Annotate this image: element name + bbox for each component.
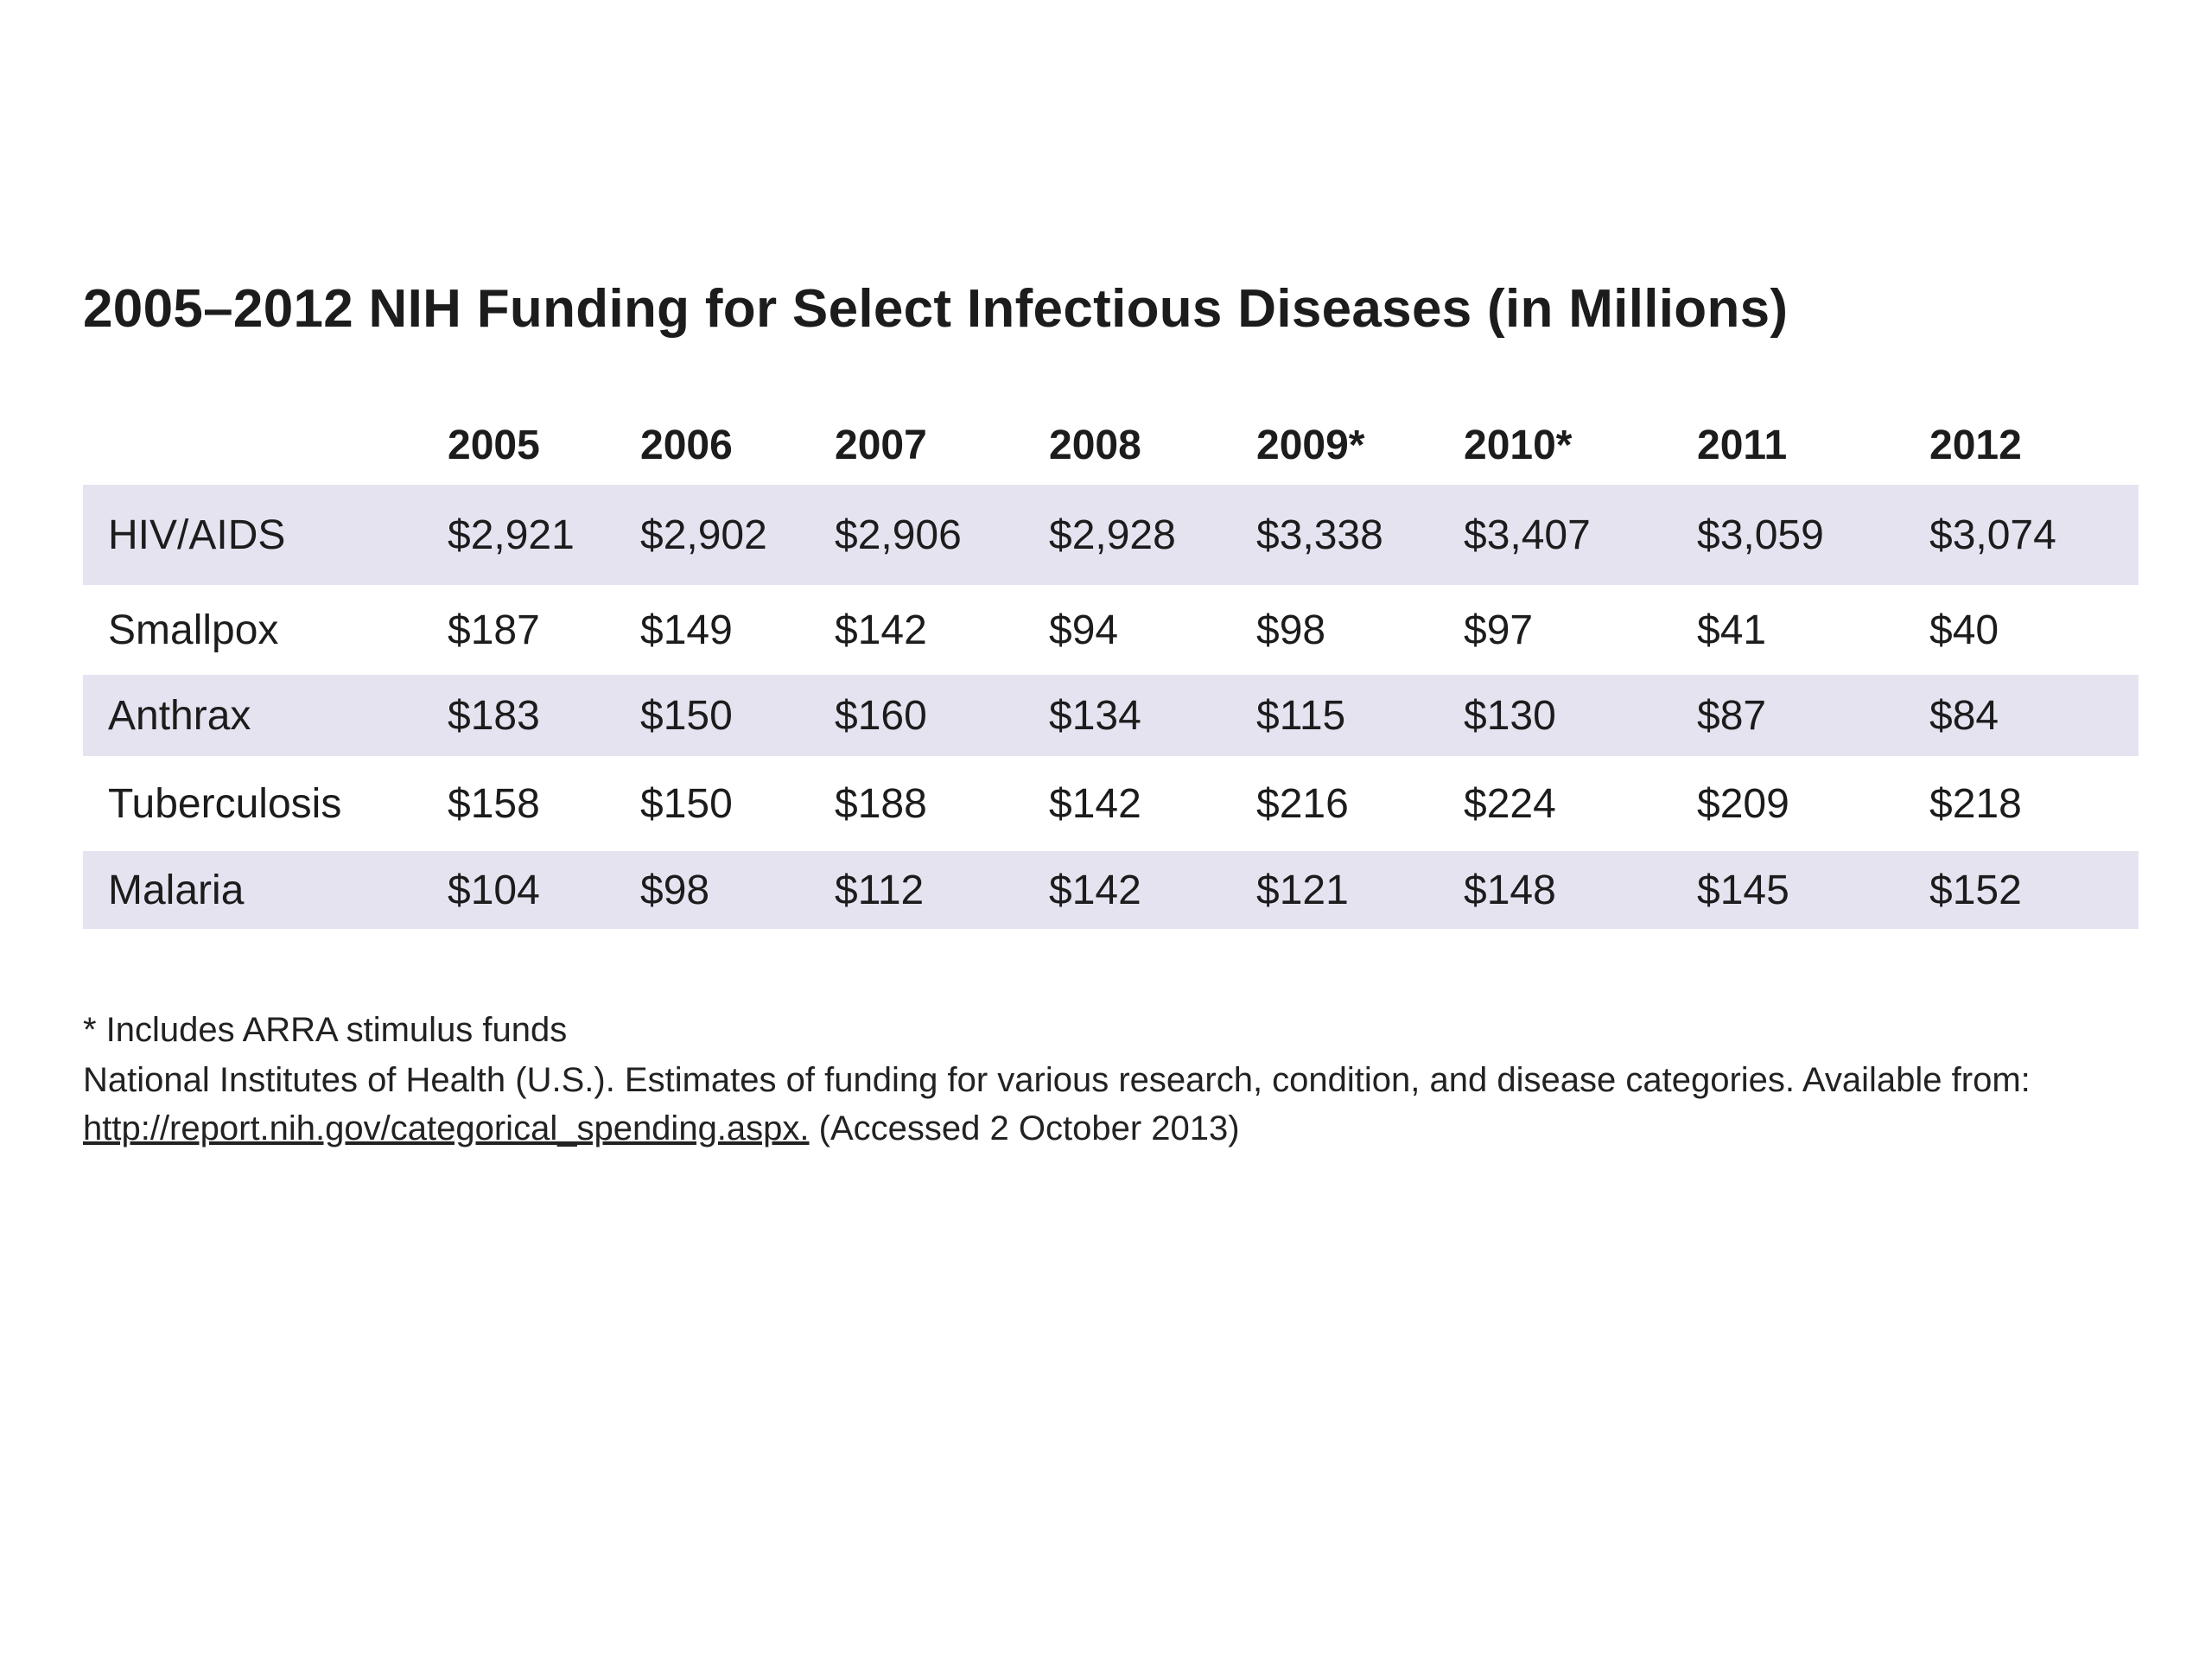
table-cell: $142 [1049, 780, 1141, 827]
source-accessed: (Accessed 2 October 2013) [818, 1109, 1240, 1147]
table-cell: $142 [1049, 851, 1256, 929]
source-text: National Institutes of Health (U.S.). Es… [83, 1061, 2031, 1099]
table-cell: $98 [1256, 607, 1326, 653]
table-cell: $209 [1697, 780, 1789, 827]
table-cell: $2,906 [835, 485, 1049, 585]
table-row: Smallpox $187 $149 $142 $94 $98 $97 $41 … [83, 585, 2139, 675]
row-label: HIV/AIDS [83, 485, 448, 585]
table-cell: $216 [1256, 780, 1349, 827]
table-cell: $130 [1464, 675, 1697, 756]
table-cell: $84 [1929, 675, 2139, 756]
table-cell: $2,928 [1049, 485, 1256, 585]
table-cell: $187 [448, 607, 540, 653]
row-label: Anthrax [83, 675, 448, 756]
table-cell: $121 [1256, 851, 1464, 929]
table-row: Anthrax $183 $150 $160 $134 $115 $130 $8… [83, 675, 2139, 756]
table-cell: $2,921 [448, 485, 640, 585]
table-cell: $94 [1049, 607, 1119, 653]
table-header: 2005 2006 2007 2008 2009* 2010* 2011 201… [83, 410, 2139, 485]
table-cell: $97 [1464, 607, 1534, 653]
table-cell: $3,074 [1929, 485, 2139, 585]
table-row: Malaria $104 $98 $112 $142 $121 $148 $14… [83, 851, 2139, 929]
row-label: Smallpox [108, 607, 279, 653]
table-cell: $145 [1697, 851, 1929, 929]
table-cell: $152 [1929, 851, 2139, 929]
source-citation: National Institutes of Health (U.S.). Es… [83, 1056, 2157, 1153]
table-cell: $3,407 [1464, 485, 1697, 585]
table-cell: $218 [1929, 780, 2022, 827]
table-cell: $150 [640, 780, 733, 827]
column-header: 2010* [1464, 422, 1573, 468]
table-cell: $160 [835, 675, 1049, 756]
table-cell: $148 [1464, 851, 1697, 929]
table-body: HIV/AIDS $2,921 $2,902 $2,906 $2,928 $3,… [83, 485, 2139, 929]
table-cell: $224 [1464, 780, 1556, 827]
funding-table: 2005 2006 2007 2008 2009* 2010* 2011 201… [83, 410, 2139, 929]
table-cell: $112 [835, 851, 1049, 929]
table-title: 2005–2012 NIH Funding for Select Infecti… [83, 279, 1789, 339]
footnote: * Includes ARRA stimulus funds [83, 1011, 568, 1049]
table-cell: $2,902 [640, 485, 835, 585]
header-corner [83, 410, 448, 485]
column-header: 2009* [1256, 422, 1365, 468]
table-row: Tuberculosis $158 $150 $188 $142 $216 $2… [83, 756, 2139, 851]
table-cell: $115 [1256, 675, 1464, 756]
column-header: 2011 [1697, 422, 1788, 468]
source-link[interactable]: http://report.nih.gov/categorical_spendi… [83, 1109, 810, 1147]
header-row: 2005 2006 2007 2008 2009* 2010* 2011 201… [83, 410, 2139, 485]
row-label: Malaria [83, 851, 448, 929]
table-cell: $183 [448, 675, 640, 756]
table-cell: $142 [835, 607, 927, 653]
table-cell: $104 [448, 851, 640, 929]
table-cell: $149 [640, 607, 733, 653]
column-header: 2006 [640, 422, 733, 468]
table-cell: $41 [1697, 607, 1767, 653]
column-header: 2005 [448, 422, 540, 468]
table-cell: $87 [1697, 675, 1929, 756]
table-cell: $40 [1929, 607, 1999, 653]
table-cell: $3,338 [1256, 485, 1464, 585]
table-row: HIV/AIDS $2,921 $2,902 $2,906 $2,928 $3,… [83, 485, 2139, 585]
column-header: 2012 [1929, 422, 2022, 468]
table-cell: $134 [1049, 675, 1256, 756]
table-cell: $188 [835, 780, 927, 827]
table-cell: $150 [640, 675, 835, 756]
column-header: 2008 [1049, 422, 1141, 468]
row-label: Tuberculosis [108, 780, 342, 827]
column-header: 2007 [835, 422, 927, 468]
table-cell: $98 [640, 851, 835, 929]
table-cell: $158 [448, 780, 540, 827]
table-cell: $3,059 [1697, 485, 1929, 585]
